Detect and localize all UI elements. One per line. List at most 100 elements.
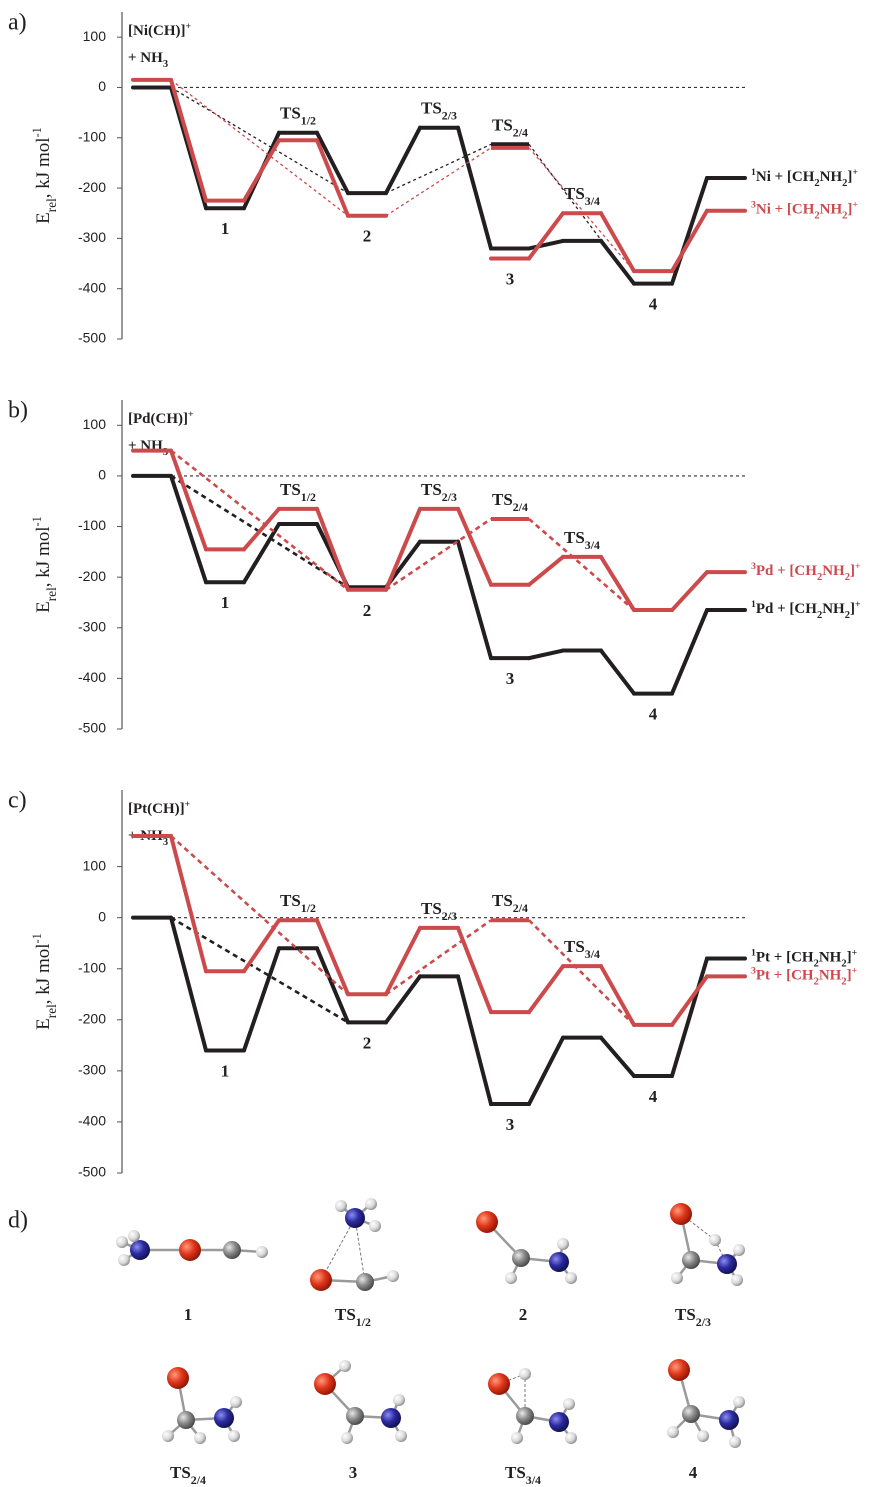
text-part: E xyxy=(33,601,54,613)
atom xyxy=(505,1272,517,1284)
atom xyxy=(356,1273,374,1291)
level-label: 3 xyxy=(506,1115,515,1134)
text-part: + xyxy=(852,199,858,210)
atom xyxy=(512,1249,530,1267)
text-part: NH xyxy=(820,202,843,218)
text-part: Pt + [CH xyxy=(756,968,814,984)
atom xyxy=(387,1270,399,1282)
text-part: 2/4 xyxy=(513,500,528,514)
text-part: 1 xyxy=(184,1305,193,1324)
level-label: TS2/3 xyxy=(421,99,457,123)
text-part: TS xyxy=(492,115,513,134)
text-part: TS xyxy=(170,1463,191,1482)
text-part: 4 xyxy=(689,1463,698,1482)
atom xyxy=(194,1432,206,1444)
level-label: 3 xyxy=(506,269,515,288)
structure-label: 2 xyxy=(519,1305,528,1324)
text-part: TS xyxy=(280,480,301,499)
atom xyxy=(733,1244,745,1256)
molecule xyxy=(116,1230,268,1266)
reactant-label: [Pt(CH)]+ xyxy=(128,799,191,818)
level-label: 2 xyxy=(363,601,372,620)
text-part: NH xyxy=(819,950,842,966)
atom xyxy=(314,1373,336,1395)
molecule xyxy=(667,1359,745,1448)
atom xyxy=(549,1412,569,1432)
legend-label: 3Ni + [CH2NH2]+ xyxy=(751,199,858,221)
structure-label: 3 xyxy=(349,1463,358,1482)
panel-label: c) xyxy=(8,788,27,814)
level-label: TS2/4 xyxy=(492,490,528,514)
atom xyxy=(339,1360,351,1372)
atom xyxy=(345,1208,365,1228)
atom xyxy=(565,1432,577,1444)
level-label: 1 xyxy=(221,219,230,238)
text-part: 4 xyxy=(649,704,658,723)
level-label: 3 xyxy=(506,669,515,688)
text-part: 1 xyxy=(221,1061,230,1080)
legend-label: 1Ni + [CH2NH2]+ xyxy=(751,167,858,189)
text-part: TS xyxy=(335,1305,356,1324)
connector xyxy=(529,557,563,585)
connector xyxy=(386,128,420,193)
text-part: NH xyxy=(822,564,845,580)
text-part: NH xyxy=(822,601,845,617)
text-part: 2/3 xyxy=(696,1315,711,1329)
bypass-line xyxy=(386,148,491,216)
molecule xyxy=(476,1211,577,1284)
atom xyxy=(682,1405,700,1423)
y-tick-label: 100 xyxy=(83,28,107,44)
atom xyxy=(667,1426,679,1438)
atom xyxy=(557,1238,569,1250)
text-part: 3/4 xyxy=(585,538,600,552)
text-part: 3/4 xyxy=(526,1473,541,1487)
connector xyxy=(601,966,634,1025)
bypass-line xyxy=(386,920,491,994)
molecule xyxy=(670,1203,745,1286)
legend-label: 1Pd + [CH2NH2]+ xyxy=(751,599,861,621)
y-tick-label: -500 xyxy=(78,1164,106,1180)
molecule xyxy=(488,1368,577,1444)
bypass-line xyxy=(529,920,634,1025)
atom xyxy=(731,1274,743,1286)
text-part: 2/3 xyxy=(442,108,457,122)
y-tick-label: -100 xyxy=(78,517,106,533)
molecule xyxy=(310,1198,399,1291)
atom xyxy=(733,1396,745,1408)
y-tick-label: -500 xyxy=(78,330,106,346)
atom xyxy=(335,1200,347,1212)
level-label: TS1/2 xyxy=(280,104,316,128)
atom xyxy=(511,1432,523,1444)
text-part: [Ni(CH)] xyxy=(128,23,185,39)
text-part: 4 xyxy=(649,295,658,314)
y-tick-label: -300 xyxy=(78,229,106,245)
connector xyxy=(529,213,563,258)
connector xyxy=(529,651,563,659)
y-axis-title: Erel, kJ mol-1 xyxy=(30,127,59,224)
text-part: TS xyxy=(280,891,301,910)
connector xyxy=(529,241,563,249)
y-tick-label: -400 xyxy=(78,669,106,685)
level-label: 4 xyxy=(649,704,658,723)
y-axis-title: Erel, kJ mol-1 xyxy=(30,933,59,1030)
text-part: + xyxy=(185,21,191,32)
y-tick-label: 0 xyxy=(98,467,106,483)
molecule xyxy=(314,1360,407,1444)
y-tick-label: -200 xyxy=(78,179,106,195)
text-part: Pd + [CH xyxy=(756,601,817,617)
text-part: + xyxy=(852,167,858,178)
atom xyxy=(214,1408,234,1428)
reactant-label: [Pd(CH)]+ xyxy=(128,409,194,428)
text-part: 3 xyxy=(163,59,168,70)
atom xyxy=(668,1359,690,1381)
level-label: TS1/2 xyxy=(280,891,316,915)
text-part: TS xyxy=(492,490,513,509)
atom xyxy=(670,1203,692,1225)
text-part: TS xyxy=(564,937,585,956)
text-part: 3/4 xyxy=(585,947,600,961)
text-part: rel xyxy=(44,1004,59,1018)
text-part: Pt + [CH xyxy=(756,950,814,966)
connector xyxy=(458,128,491,249)
atom xyxy=(719,1410,739,1430)
text-part: + xyxy=(855,561,861,572)
